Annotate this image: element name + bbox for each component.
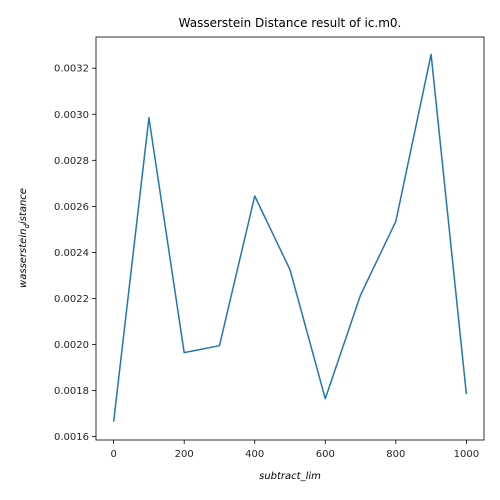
y-tick-label: 0.0024 — [54, 248, 89, 259]
x-tick-label: 200 — [175, 449, 194, 460]
x-axis: 0 200 400 600 800 1000 — [110, 440, 479, 460]
y-axis-label-rest: istance — [18, 188, 29, 224]
plot-frame — [95, 36, 485, 441]
y-tick-label: 0.0016 — [54, 432, 89, 443]
y-axis-label-main: wasserstein — [18, 229, 29, 288]
y-tick-label: 0.0020 — [54, 340, 89, 351]
x-tick-label: 800 — [386, 449, 405, 460]
y-axis-label-subscript: d — [23, 224, 31, 229]
y-tick-label: 0.0030 — [54, 110, 89, 121]
x-tick-label: 1000 — [454, 449, 479, 460]
y-axis: 0.0016 0.0018 0.0020 0.0022 0.0024 0.0026 0.00… — [54, 64, 96, 443]
chart-title: Wasserstein Distance result of ic.m0. — [179, 16, 402, 30]
series-line — [112, 53, 468, 422]
y-tick-label: 0.0022 — [54, 294, 89, 305]
x-tick-label: 0 — [110, 449, 116, 460]
y-tick-label: 0.0026 — [54, 202, 89, 213]
y-axis-label: wassersteindistance — [18, 188, 31, 288]
y-tick-label: 0.0032 — [54, 64, 89, 75]
y-tick-label: 0.0028 — [54, 156, 89, 167]
x-axis-label: subtract_lim — [259, 471, 321, 482]
y-tick-label: 0.0018 — [54, 386, 89, 397]
x-tick-label: 600 — [316, 449, 335, 460]
x-tick-label: 400 — [245, 449, 264, 460]
